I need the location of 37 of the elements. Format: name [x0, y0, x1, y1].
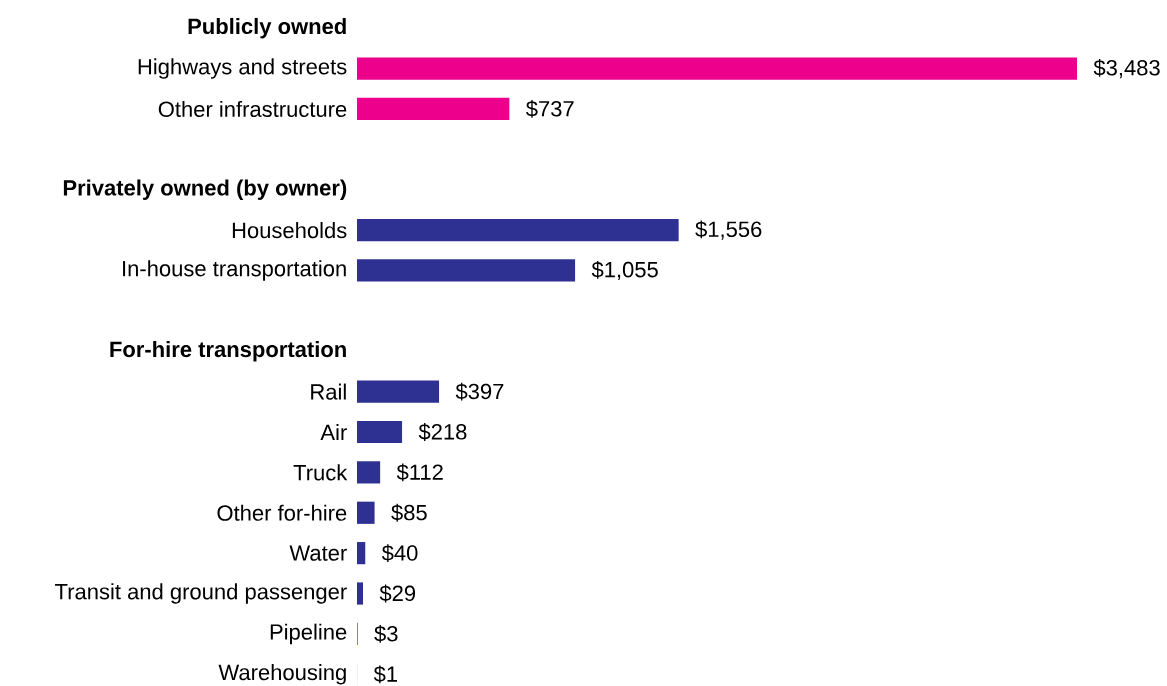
data-label: $737	[526, 100, 574, 118]
bar	[357, 380, 440, 403]
y-tick-label: Pipeline	[270, 623, 347, 645]
bar	[357, 420, 403, 444]
y-tick-label: Privately owned (by owner)	[63, 179, 347, 200]
y-tick-label: Highways and streets	[138, 58, 347, 79]
data-label: $3,483	[1093, 59, 1160, 79]
data-label: $1,556	[695, 220, 762, 240]
bar	[357, 542, 366, 565]
y-tick-label: In-house transportation	[123, 260, 346, 281]
y-tick-label: Truck	[293, 464, 348, 481]
data-label: $218	[418, 423, 467, 441]
data-label: $29	[379, 584, 416, 603]
bar	[357, 501, 375, 524]
data-label: $1	[373, 665, 397, 684]
data-label: $112	[396, 463, 443, 482]
y-tick-label: Water	[289, 545, 347, 561]
data-label: $1,055	[591, 260, 658, 281]
y-tick-label: Households	[232, 222, 347, 239]
y-tick-label: For-hire transportation	[110, 340, 346, 362]
data-label: $40	[381, 544, 418, 563]
bar	[357, 57, 1077, 80]
y-tick-label: Transit and ground passenger	[55, 583, 347, 604]
bar	[357, 218, 679, 242]
data-label: $85	[391, 503, 427, 522]
y-tick-label: Warehousing	[218, 664, 346, 685]
bar	[357, 461, 381, 484]
data-label: $397	[455, 382, 504, 401]
bar	[357, 97, 510, 121]
data-label: $3	[374, 625, 398, 643]
y-tick-label: Rail	[311, 383, 346, 400]
bar	[357, 582, 363, 605]
y-tick-label: Other infrastructure	[158, 100, 347, 118]
bar	[357, 259, 576, 282]
y-tick-label: Publicly owned	[188, 17, 346, 39]
y-tick-label: Air	[320, 424, 347, 440]
y-tick-label: Other for-hire	[217, 504, 347, 521]
